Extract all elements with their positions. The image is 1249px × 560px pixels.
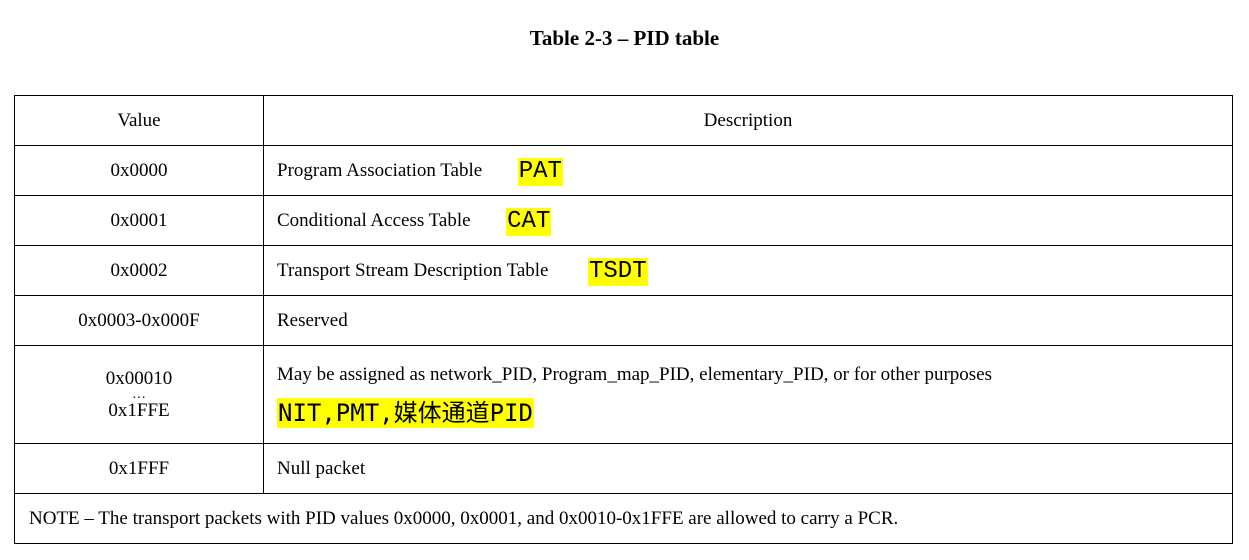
row-description: Reserved: [263, 295, 1233, 346]
row-description: May be assigned as network_PID, Program_…: [277, 363, 992, 385]
highlight-note: CAT: [506, 207, 552, 236]
header-description: Description: [263, 95, 1233, 146]
range-start: 0x00010: [105, 367, 173, 389]
row-description: Transport Stream Description Table: [277, 259, 549, 281]
row-description-cell: Conditional Access Table CAT: [263, 195, 1233, 246]
row-description-cell: Program Association Table PAT: [263, 145, 1233, 196]
row-value: 0x0003-0x000F: [14, 295, 264, 346]
row-value: 0x1FFF: [14, 443, 264, 494]
table-row: 0x1FFF Null packet: [14, 443, 1233, 494]
table-row: 0x0003-0x000F Reserved: [14, 295, 1233, 346]
highlight-note: NIT,PMT,媒体通道PID: [277, 397, 534, 428]
table-row: 0x0001 Conditional Access Table CAT: [14, 195, 1233, 246]
table-footnote: NOTE – The transport packets with PID va…: [14, 493, 1233, 544]
range-ellipsis: …: [132, 386, 146, 402]
row-description-cell: Transport Stream Description Table TSDT: [263, 245, 1233, 296]
table-row: 0x0000 Program Association Table PAT: [14, 145, 1233, 196]
row-value: 0x0000: [14, 145, 264, 196]
table-row: 0x00010 … 0x1FFE May be assigned as netw…: [14, 345, 1233, 444]
table-title: Table 2-3 – PID table: [529, 26, 720, 50]
highlight-note: TSDT: [588, 257, 648, 286]
table-row: 0x0002 Transport Stream Description Tabl…: [14, 245, 1233, 296]
header-value: Value: [14, 95, 264, 146]
row-description-cell: May be assigned as network_PID, Program_…: [263, 345, 1233, 444]
table-header-row: Value Description: [14, 95, 1233, 146]
row-value: 0x0002: [14, 245, 264, 296]
row-value-range: 0x00010 … 0x1FFE: [14, 345, 264, 444]
highlight-note: PAT: [517, 157, 563, 186]
row-value: 0x0001: [14, 195, 264, 246]
row-description: Conditional Access Table: [277, 209, 471, 231]
row-description: Program Association Table: [277, 159, 483, 181]
pid-table: Value Description 0x0000 Program Associa…: [14, 95, 1233, 544]
row-description: Null packet: [263, 443, 1233, 494]
table-footnote-row: NOTE – The transport packets with PID va…: [14, 493, 1233, 544]
range-end: 0x1FFE: [108, 399, 170, 421]
